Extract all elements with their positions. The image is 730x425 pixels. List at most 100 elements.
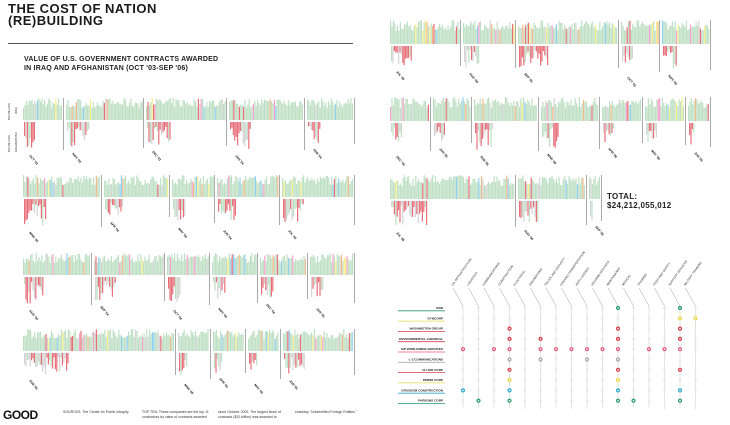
iraq-bar — [590, 23, 592, 44]
contract-dot-center — [617, 369, 619, 371]
empty-dot — [585, 337, 589, 341]
iraq-bar — [23, 175, 25, 197]
iraq-bar — [336, 100, 338, 120]
iraq-bar — [284, 179, 286, 197]
iraq-bar — [157, 184, 159, 197]
iraq-bar — [595, 103, 597, 121]
iraq-bar — [244, 99, 246, 120]
iraq-bar — [74, 106, 76, 120]
iraq-bar — [548, 100, 550, 121]
empty-dot — [554, 358, 558, 361]
iraq-bar — [564, 107, 566, 121]
sector-label: ENGINEERING — [528, 267, 544, 287]
iraq-bar — [692, 26, 694, 44]
iraq-bar — [46, 181, 48, 197]
iraq-bar — [179, 335, 181, 351]
iraq-bar — [136, 261, 138, 275]
iraq-bar — [539, 27, 541, 44]
contract-dot-center — [586, 348, 588, 351]
contract-dot-center — [617, 307, 619, 309]
iraq-bar — [547, 22, 549, 44]
afghanistan-bar — [227, 199, 229, 204]
contract-dot-center — [539, 348, 542, 351]
iraq-bar — [413, 25, 415, 44]
iraq-bar — [472, 178, 474, 199]
iraq-bar — [224, 256, 226, 275]
iraq-bar — [391, 179, 393, 199]
afghanistan-bar — [535, 46, 537, 52]
iraq-bar — [127, 254, 129, 275]
iraq-bar — [194, 331, 196, 351]
iraq-bar — [42, 262, 44, 275]
afghanistan-bar — [317, 122, 319, 143]
month-label: AUG '06 — [523, 229, 534, 241]
afghanistan-bar — [28, 199, 30, 213]
iraq-bar — [226, 258, 228, 275]
iraq-bar — [474, 179, 476, 199]
iraq-bar — [566, 101, 568, 121]
iraq-bar — [48, 338, 50, 351]
afghanistan-bar — [232, 122, 234, 135]
empty-dot — [461, 337, 465, 341]
empty-dot — [632, 378, 635, 382]
iraq-bar — [697, 25, 699, 44]
iraq-bar — [346, 103, 348, 120]
afghanistan-bar — [113, 199, 115, 206]
iraq-bar — [511, 105, 513, 121]
iraq-bar — [118, 181, 120, 197]
iraq-bar — [595, 25, 597, 44]
afghanistan-bar — [475, 46, 477, 57]
iraq-bar — [562, 178, 564, 199]
iraq-bar — [267, 332, 269, 351]
empty-dot — [539, 368, 542, 372]
iraq-bar — [206, 332, 208, 351]
iraq-bar — [427, 180, 429, 199]
iraq-bar — [317, 256, 319, 275]
iraq-bar — [441, 178, 443, 199]
iraq-bar — [193, 99, 195, 120]
month-panel: SEP '05 — [518, 20, 619, 84]
iraq-bar — [695, 98, 697, 121]
afghanistan-bar — [173, 199, 175, 210]
iraq-bar — [482, 98, 484, 121]
iraq-bar — [696, 99, 698, 121]
iraq-bar — [63, 331, 65, 351]
iraq-bar — [270, 176, 272, 197]
iraq-bar — [213, 100, 215, 120]
month-panel: OCT '04 — [167, 253, 210, 321]
iraq-bar — [684, 27, 686, 44]
iraq-bar — [287, 331, 289, 351]
iraq-bar — [402, 28, 404, 44]
iraq-bar — [536, 183, 538, 199]
iraq-bar — [293, 175, 295, 197]
iraq-bar — [253, 330, 255, 351]
iraq-bar — [65, 330, 67, 351]
afghanistan-bar — [220, 199, 222, 214]
iraq-bar — [649, 24, 651, 44]
iraq-bar — [238, 181, 240, 197]
iraq-bar — [91, 107, 93, 120]
iraq-bar — [390, 179, 392, 199]
iraq-bar — [231, 254, 233, 275]
iraq-bar — [335, 103, 337, 120]
iraq-bar — [189, 256, 191, 275]
afghanistan-bar — [104, 277, 106, 281]
iraq-bar — [44, 99, 46, 120]
iraq-bar — [523, 180, 525, 199]
afghanistan-bar — [222, 277, 224, 285]
iraq-bar — [596, 184, 598, 199]
iraq-bar — [422, 104, 424, 121]
afghanistan-bar — [605, 123, 607, 132]
empty-dot — [694, 337, 697, 341]
iraq-bar — [115, 103, 117, 120]
afghanistan-bar — [186, 353, 188, 367]
iraq-bar — [534, 183, 536, 199]
iraq-bar — [41, 338, 43, 351]
iraq-bar — [398, 99, 400, 121]
afghanistan-bar — [310, 122, 312, 130]
iraq-bar — [336, 183, 338, 197]
iraq-bar — [134, 102, 136, 120]
iraq-bar — [578, 97, 580, 121]
iraq-bar — [639, 26, 641, 44]
iraq-bar — [95, 256, 97, 275]
